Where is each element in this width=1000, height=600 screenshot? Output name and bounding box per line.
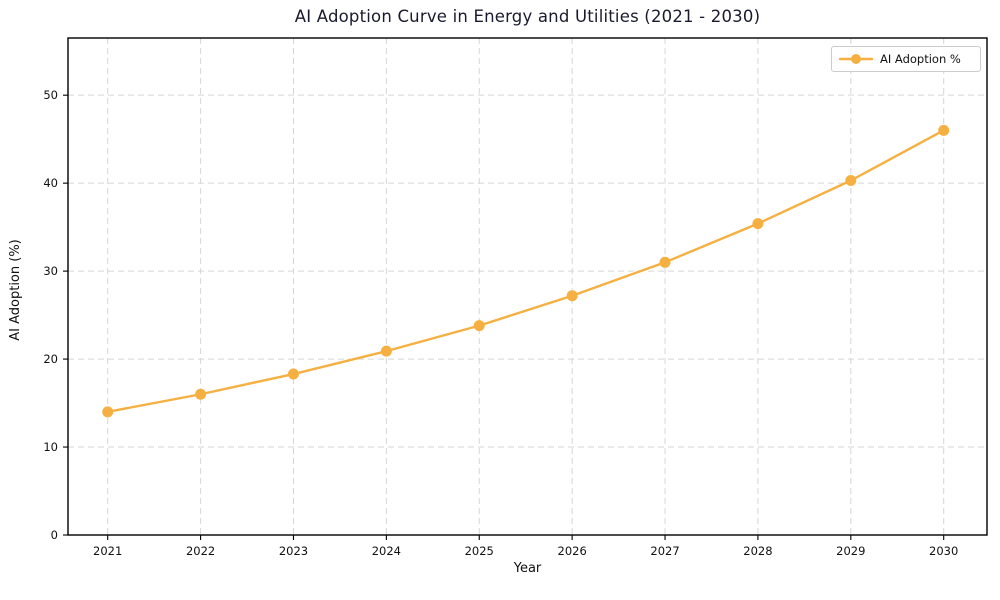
plot-frame	[67, 37, 988, 536]
x-tick-label: 2027	[650, 544, 679, 558]
data-point-2027	[659, 256, 671, 268]
x-axis-label: Year	[513, 561, 542, 576]
x-tick-label: 2030	[929, 544, 958, 558]
x-tick-label: 2023	[279, 544, 308, 558]
data-point-2021	[102, 406, 114, 418]
x-tick-label: 2024	[372, 544, 401, 558]
x-tick-label: 2025	[465, 544, 494, 558]
x-tick-label: 2029	[836, 544, 865, 558]
x-tick-label: 2022	[186, 544, 215, 558]
data-point-2030	[938, 124, 950, 136]
data-point-2022	[195, 388, 207, 400]
data-point-2026	[566, 290, 578, 302]
legend: AI Adoption %	[831, 46, 981, 72]
y-tick-label: 10	[43, 440, 58, 454]
y-tick-label: 40	[43, 176, 58, 190]
y-tick-label: 50	[43, 88, 58, 102]
data-point-2028	[752, 218, 764, 230]
x-tick-label: 2028	[743, 544, 772, 558]
x-tick-label: 2021	[93, 544, 122, 558]
adoption-line	[106, 129, 945, 414]
chart-title: AI Adoption Curve in Energy and Utilitie…	[294, 7, 761, 26]
y-axis-label-text: AI Adoption (%)	[8, 239, 23, 341]
x-tick-label: 2026	[558, 544, 587, 558]
data-point-2029	[845, 175, 857, 187]
data-point-2023	[287, 368, 299, 380]
y-tick-label: 30	[43, 264, 58, 278]
y-tick-label: 20	[43, 352, 58, 366]
y-tick-label: 0	[51, 528, 58, 542]
legend-line-marker-icon	[839, 54, 873, 64]
legend-label: AI Adoption %	[880, 52, 961, 66]
data-point-2024	[380, 345, 392, 357]
data-point-2025	[473, 320, 485, 332]
